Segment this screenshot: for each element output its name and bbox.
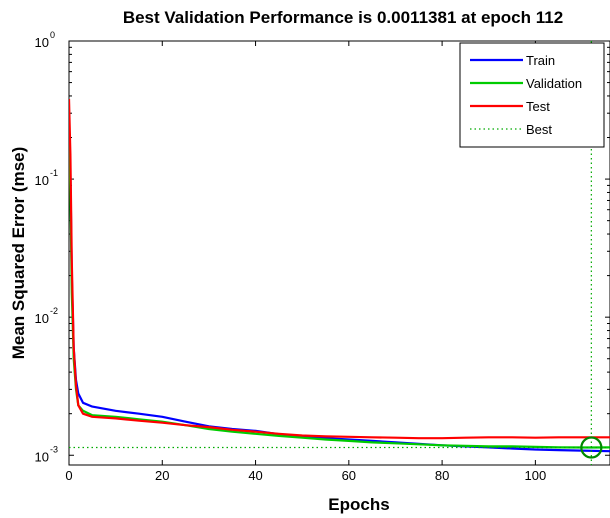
y-tick-exponent: -1 [50,168,58,178]
legend-label-best: Best [526,122,552,137]
legend: Train Validation Test Best [459,42,605,148]
y-tick-label: 10 [35,173,49,188]
x-tick-label: 20 [155,468,169,483]
y-tick-label: 10 [35,449,49,464]
y-tick-exponent: -3 [50,444,58,454]
x-axis-label: Epochs [328,495,389,514]
x-tick-labels: 0 20 40 60 80 100 [65,468,546,483]
y-tick-exponent: -2 [50,306,58,316]
legend-label-validation: Validation [526,76,582,91]
x-tick-label: 100 [525,468,547,483]
chart-title: Best Validation Performance is 0.0011381… [123,8,563,27]
x-tick-label: 0 [65,468,72,483]
y-tick-label: 10 [35,35,49,50]
best-point-marker [580,436,603,459]
x-tick-label: 60 [342,468,356,483]
y-tick-exponent: 0 [50,30,55,40]
y-axis-label: Mean Squared Error (mse) [9,147,28,360]
legend-label-train: Train [526,53,555,68]
y-tick-label: 10 [35,311,49,326]
legend-label-test: Test [526,99,550,114]
series-test-line [69,98,610,440]
best-marker-group [69,41,610,465]
x-tick-label: 80 [435,468,449,483]
x-tick-label: 40 [248,468,262,483]
